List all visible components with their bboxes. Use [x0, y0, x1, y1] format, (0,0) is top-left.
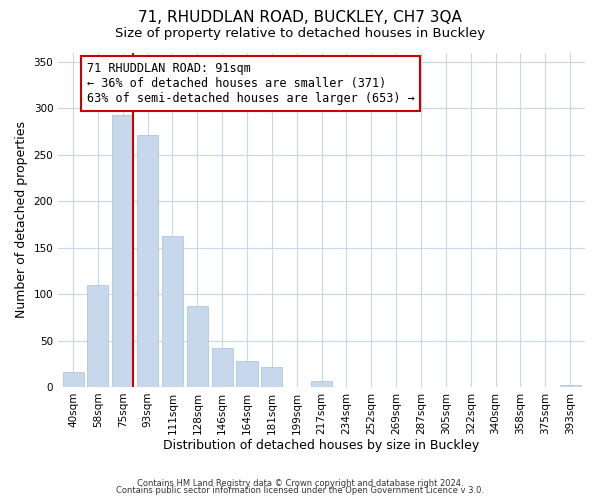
Bar — [236, 361, 257, 387]
Y-axis label: Number of detached properties: Number of detached properties — [15, 121, 28, 318]
Text: Contains public sector information licensed under the Open Government Licence v : Contains public sector information licen… — [116, 486, 484, 495]
Bar — [262, 368, 283, 387]
Text: Size of property relative to detached houses in Buckley: Size of property relative to detached ho… — [115, 28, 485, 40]
X-axis label: Distribution of detached houses by size in Buckley: Distribution of detached houses by size … — [163, 440, 480, 452]
Bar — [187, 306, 208, 387]
Text: 71, RHUDDLAN ROAD, BUCKLEY, CH7 3QA: 71, RHUDDLAN ROAD, BUCKLEY, CH7 3QA — [138, 10, 462, 25]
Bar — [560, 385, 581, 387]
Bar — [311, 382, 332, 387]
Bar — [112, 114, 133, 387]
Bar — [162, 236, 183, 387]
Bar — [212, 348, 233, 387]
Text: Contains HM Land Registry data © Crown copyright and database right 2024.: Contains HM Land Registry data © Crown c… — [137, 478, 463, 488]
Bar — [88, 285, 109, 387]
Text: 71 RHUDDLAN ROAD: 91sqm
← 36% of detached houses are smaller (371)
63% of semi-d: 71 RHUDDLAN ROAD: 91sqm ← 36% of detache… — [87, 62, 415, 105]
Bar — [62, 372, 83, 387]
Bar — [137, 135, 158, 387]
